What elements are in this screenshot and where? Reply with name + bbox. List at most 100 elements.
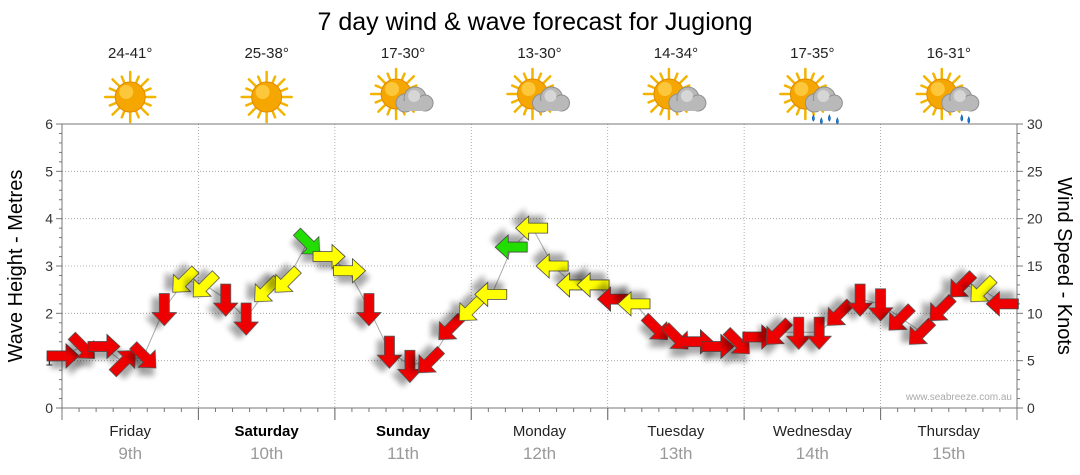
wind-arrow bbox=[376, 335, 403, 369]
left-tick-label: 2 bbox=[45, 305, 53, 321]
sun-ray bbox=[405, 75, 415, 85]
wind-arrow bbox=[151, 293, 178, 327]
temperature-range: 24-41° bbox=[108, 45, 152, 62]
date-label: 15th bbox=[932, 444, 965, 463]
sun-ray bbox=[795, 72, 801, 82]
rain-drop bbox=[819, 117, 823, 125]
wind-arrow bbox=[827, 298, 855, 326]
sun-ray bbox=[920, 84, 930, 90]
sun-ray bbox=[513, 103, 524, 113]
sun-ray bbox=[541, 75, 552, 85]
temperature-range: 14-34° bbox=[654, 45, 698, 62]
rain-drop bbox=[960, 114, 964, 122]
sun-highlight bbox=[385, 82, 400, 96]
wind-arrow bbox=[87, 333, 121, 360]
sun-ray bbox=[536, 72, 543, 82]
sun-ray bbox=[920, 98, 930, 104]
cloud-highlight bbox=[680, 90, 693, 102]
sun-highlight bbox=[930, 82, 945, 96]
rain-drop bbox=[811, 114, 815, 122]
credit-text: www.seabreeze.com.au bbox=[905, 392, 1012, 403]
sun-ray bbox=[510, 84, 520, 90]
daily-temperatures: 24-41° 25-38° 17-30° 13-30° 14-34° 17-35° 16-3… bbox=[108, 45, 971, 62]
wind-arrow bbox=[333, 257, 367, 284]
wind-arrows bbox=[46, 215, 1019, 383]
cloud-base bbox=[808, 101, 839, 111]
sun-ray bbox=[247, 78, 258, 88]
wind-arrow bbox=[46, 343, 80, 369]
wind-arrow bbox=[515, 215, 549, 242]
wind-arrow bbox=[949, 270, 978, 298]
wind-arrow bbox=[785, 316, 812, 350]
sun-ray bbox=[256, 75, 263, 85]
rain-drop bbox=[835, 117, 839, 125]
sun-ray bbox=[922, 75, 933, 85]
left-tick-label: 4 bbox=[45, 211, 53, 227]
temperature-range: 13-30° bbox=[517, 45, 561, 62]
cloud-highlight bbox=[544, 90, 557, 102]
sun-ray bbox=[809, 72, 816, 82]
wind-arrow bbox=[576, 272, 610, 298]
partly-cloudy-icon bbox=[506, 67, 570, 121]
cloud-base bbox=[944, 101, 975, 111]
wind-arrow bbox=[274, 265, 302, 293]
wind-arrow bbox=[192, 270, 220, 298]
sun-ray bbox=[139, 106, 150, 116]
sun-ray bbox=[108, 87, 118, 93]
sun-highlight bbox=[119, 85, 134, 99]
left-tick-label: 3 bbox=[45, 258, 53, 274]
temperature-range: 17-35° bbox=[790, 45, 834, 62]
wind-arrow bbox=[417, 345, 446, 374]
sun-ray bbox=[795, 106, 801, 116]
date-label: 9th bbox=[118, 444, 142, 463]
right-tick-label: 15 bbox=[1027, 258, 1043, 274]
right-tick-label: 20 bbox=[1027, 211, 1043, 227]
sun-ray bbox=[120, 109, 126, 119]
sun-ray bbox=[932, 72, 938, 82]
sun-ray bbox=[522, 72, 529, 82]
sun-highlight bbox=[657, 82, 672, 96]
cloud-shape bbox=[395, 86, 434, 113]
sun-ray bbox=[377, 103, 387, 113]
sun-ray bbox=[120, 75, 126, 85]
right-axis-ticks: 0 5 10 15 20 25 30 bbox=[1017, 116, 1043, 416]
cloud-highlight bbox=[408, 90, 421, 102]
sun-ray bbox=[275, 78, 286, 88]
date-label: 11th bbox=[387, 444, 419, 463]
cloud-shape bbox=[804, 86, 843, 113]
wind-arrow bbox=[458, 293, 486, 322]
sun-ray bbox=[111, 106, 121, 116]
sun-ray bbox=[256, 109, 263, 119]
temperature-range: 16-31° bbox=[927, 45, 971, 62]
wind-arrow bbox=[617, 290, 651, 317]
wind-arrow bbox=[970, 274, 998, 303]
sun-ray bbox=[139, 78, 150, 88]
sun-ray bbox=[659, 72, 665, 82]
cloud-base bbox=[671, 101, 702, 111]
right-axis-title: Wind Speed - Knots bbox=[1053, 177, 1075, 355]
right-tick-label: 25 bbox=[1027, 163, 1043, 179]
sun-highlight bbox=[521, 82, 536, 96]
sun-ray bbox=[386, 106, 392, 116]
sunny-icon bbox=[240, 70, 293, 124]
left-tick-label: 0 bbox=[45, 400, 53, 416]
sun-ray bbox=[271, 109, 277, 119]
wind-arrow bbox=[929, 293, 957, 322]
day-label: Thursday bbox=[918, 423, 981, 440]
wind-arrow bbox=[233, 302, 260, 336]
cloud-base bbox=[399, 101, 430, 111]
shower-icon bbox=[779, 67, 843, 125]
date-label: 10th bbox=[250, 444, 283, 463]
left-axis-ticks: 0123456 bbox=[45, 116, 62, 416]
sun-ray bbox=[245, 101, 255, 107]
sun-highlight bbox=[255, 85, 270, 99]
sun-ray bbox=[783, 84, 793, 90]
date-label: 14th bbox=[796, 444, 829, 463]
sun-ray bbox=[510, 98, 520, 104]
right-tick-label: 5 bbox=[1027, 353, 1035, 369]
wind-arrow bbox=[438, 312, 466, 340]
wind-arrow bbox=[396, 349, 423, 383]
date-label: 13th bbox=[659, 444, 692, 463]
wind-arrow bbox=[172, 265, 200, 293]
sun-ray bbox=[673, 72, 679, 82]
